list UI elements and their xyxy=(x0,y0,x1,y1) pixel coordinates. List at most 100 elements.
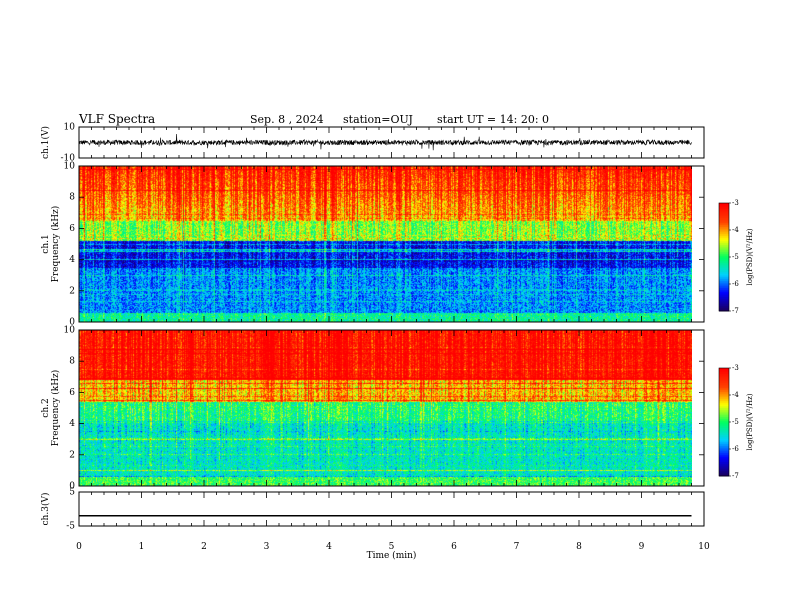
colorbar-swatch xyxy=(719,458,729,461)
colorbar-swatch xyxy=(719,384,729,387)
colorbar-swatch xyxy=(719,398,729,401)
colorbar-swatch xyxy=(719,285,729,289)
colorbar-swatch xyxy=(719,217,729,220)
frequency-tick-label: 4 xyxy=(69,255,75,265)
colorbar-swatch xyxy=(719,369,729,373)
colorbar-swatch xyxy=(719,389,729,392)
colorbar-swatch xyxy=(719,251,729,254)
colorbar-swatch xyxy=(719,414,729,418)
frequency-axis-label: Frequency (kHz) xyxy=(50,370,61,447)
colorbar-swatch xyxy=(719,434,729,437)
colorbar-label: log(PSD)(V²/Hz) xyxy=(746,228,754,285)
colorbar-swatch xyxy=(719,386,729,389)
colorbar-swatch xyxy=(719,456,729,459)
frequency-tick-label: 6 xyxy=(69,224,75,234)
colorbar-swatch xyxy=(719,257,729,260)
colorbar-tick-label: -6 xyxy=(732,445,739,453)
colorbar-swatch xyxy=(719,246,729,249)
colorbar-swatch xyxy=(719,431,729,434)
colorbar-swatch xyxy=(719,271,729,274)
frequency-tick-label: 10 xyxy=(64,326,76,336)
colorbar-swatch xyxy=(719,221,729,224)
frequency-axis-label: ch.1 xyxy=(41,234,51,253)
colorbar-swatch xyxy=(719,264,729,267)
colorbar-swatch xyxy=(719,380,729,383)
colorbar-swatch xyxy=(719,423,729,427)
time-tick-label: 4 xyxy=(326,542,332,552)
colorbar-swatch xyxy=(719,413,729,416)
colorbar-swatch xyxy=(719,267,729,271)
frequency-tick-label: 2 xyxy=(69,450,75,460)
colorbar-swatch xyxy=(719,203,729,206)
time-tick-label: 3 xyxy=(264,542,270,552)
colorbar-swatch xyxy=(719,305,729,308)
colorbar-swatch xyxy=(719,230,729,233)
colorbar-swatch xyxy=(719,289,729,292)
colorbar-swatch xyxy=(719,373,729,376)
colorbar-swatch xyxy=(719,215,729,218)
ch3-y-tick-label: 5 xyxy=(69,488,75,498)
colorbar-swatch xyxy=(719,276,729,280)
colorbar-swatch xyxy=(719,387,729,391)
colorbar-swatch xyxy=(719,420,729,423)
colorbar-swatch xyxy=(719,404,729,407)
colorbar-swatch xyxy=(719,395,729,398)
colorbar-swatch xyxy=(719,296,729,299)
colorbars: -3 -4 -5 -6 -7 log(PSD)(V²/Hz) -3 -4 -5 -6 -7 log(P… xyxy=(718,199,754,480)
colorbar-swatch xyxy=(719,368,729,371)
colorbar-swatch xyxy=(719,278,729,281)
colorbar-label: log(PSD)(V²/Hz) xyxy=(746,393,754,450)
station-label: station=OUJ xyxy=(343,113,413,126)
colorbar-swatch xyxy=(719,425,729,428)
colorbar-swatch xyxy=(719,204,729,208)
colorbar-swatch xyxy=(719,443,729,446)
colorbar-tick-label: -7 xyxy=(732,307,739,315)
colorbar-swatch xyxy=(719,235,729,238)
time-axis-label: Time (min) xyxy=(367,550,417,561)
colorbar-swatch xyxy=(719,454,729,457)
colorbar-swatch xyxy=(719,231,729,235)
colorbar-swatch xyxy=(719,438,729,441)
colorbar-swatch xyxy=(719,309,729,312)
ch1-y-tick-label: 10 xyxy=(64,123,76,133)
frequency-tick-label: 0 xyxy=(69,482,75,492)
colorbar-swatch xyxy=(719,467,729,470)
colorbar-swatch xyxy=(719,429,729,432)
time-tick-label: 1 xyxy=(139,542,145,552)
colorbar-tick-label: -4 xyxy=(732,226,739,234)
ch2-spectrogram-image xyxy=(79,330,692,486)
ch3-ylabel: ch.3(V) xyxy=(40,493,51,526)
colorbar-swatch xyxy=(719,409,729,412)
colorbar-swatch xyxy=(719,210,729,213)
ch3-panel: 5 -5 ch.3(V) xyxy=(40,488,705,532)
colorbar-swatch xyxy=(719,248,729,251)
colorbar-swatch xyxy=(719,269,729,272)
colorbar-swatch xyxy=(719,302,729,305)
colorbar-swatch xyxy=(719,287,729,290)
colorbar-swatch xyxy=(719,436,729,439)
colorbar-swatch xyxy=(719,273,729,276)
colorbar-swatch xyxy=(719,242,729,245)
frequency-tick-label: 4 xyxy=(69,419,75,429)
time-tick-label: 6 xyxy=(451,542,457,552)
ch1-waveform-ylabel: ch.1(V) xyxy=(40,126,51,159)
colorbar-swatch xyxy=(719,474,729,477)
colorbar-swatch xyxy=(719,212,729,215)
start-time-label: start UT = 14: 20: 0 xyxy=(437,113,549,126)
time-axis: 0 1 2 3 4 5 6 7 8 9 10 Time (min) xyxy=(76,542,710,561)
colorbar-swatch xyxy=(719,208,729,211)
colorbar-swatch xyxy=(719,255,729,258)
colorbar-swatch xyxy=(719,402,729,405)
colorbar-swatch xyxy=(719,293,729,296)
colorbar-swatch xyxy=(719,307,729,310)
colorbar-swatch xyxy=(719,249,729,253)
colorbar-swatch xyxy=(719,416,729,419)
colorbar-swatch xyxy=(719,240,729,244)
colorbar-swatch xyxy=(719,461,729,464)
colorbar-swatch xyxy=(719,432,729,436)
frequency-tick-label: 6 xyxy=(69,388,75,398)
colorbar-swatch xyxy=(719,237,729,240)
time-tick-label: 8 xyxy=(576,542,582,552)
colorbar-swatch xyxy=(719,284,729,287)
colorbar-swatch xyxy=(719,300,729,303)
